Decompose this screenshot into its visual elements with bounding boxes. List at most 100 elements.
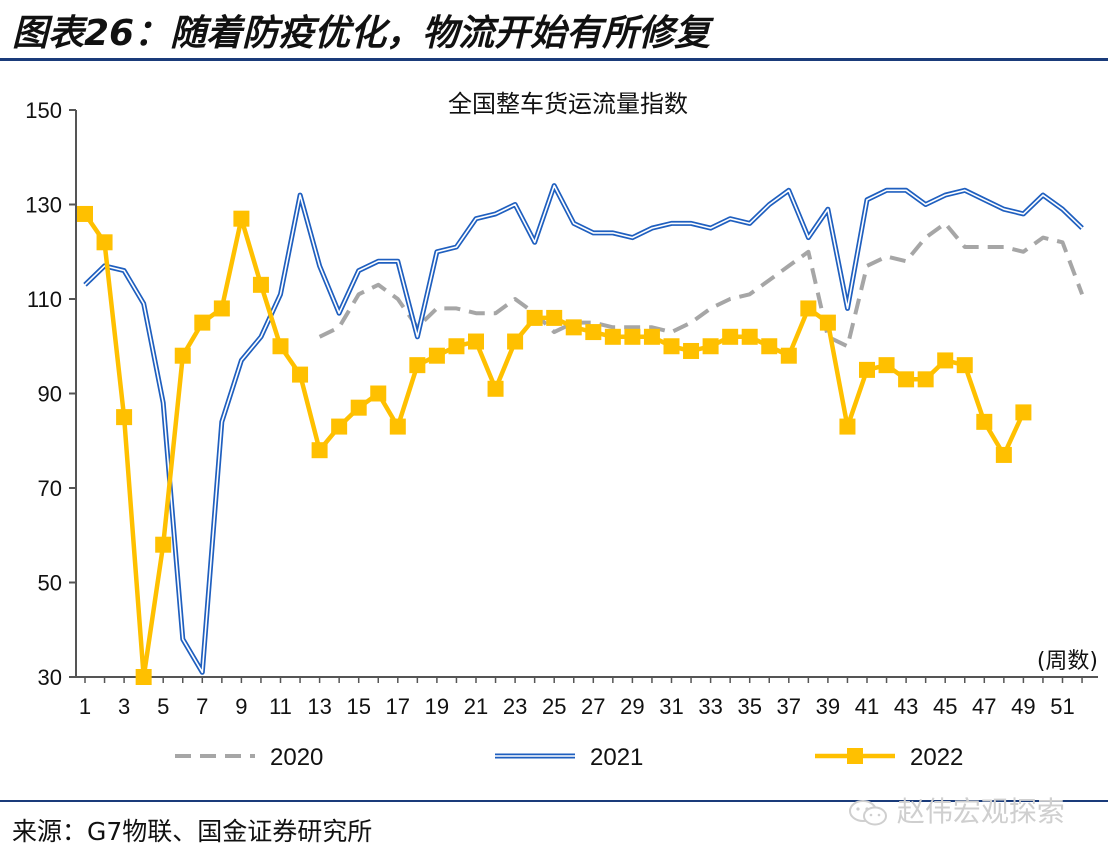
x-tick-label: 21 <box>464 694 488 719</box>
series-2022-point <box>1015 404 1032 421</box>
x-tick-label: 5 <box>157 694 169 719</box>
series-2022-point <box>311 442 328 459</box>
series-2022-point <box>174 347 191 364</box>
series-2022-point <box>878 357 895 374</box>
series-2022-point <box>213 300 230 317</box>
series-2020-line <box>318 221 1084 349</box>
y-tick-label: 70 <box>38 476 62 501</box>
legend-label-2021: 2021 <box>590 744 643 771</box>
x-tick-label: 11 <box>269 694 292 719</box>
x-tick-label: 19 <box>425 694 449 719</box>
y-tick-label: 110 <box>27 287 62 312</box>
series-2022-point <box>292 366 309 383</box>
series-2022-point <box>624 328 641 345</box>
series-2022-point <box>819 314 836 331</box>
series-2022-point <box>859 361 875 378</box>
series-2022-point <box>448 338 465 355</box>
series-2022-point <box>155 536 172 553</box>
series-2022-line <box>83 212 1026 680</box>
series-2022-point <box>780 347 797 364</box>
x-tick-label: 37 <box>777 694 801 719</box>
series-2022-point <box>663 338 680 355</box>
series-2022-point <box>898 371 915 388</box>
x-tick-label: 3 <box>118 694 130 719</box>
series-2022-point <box>526 309 543 326</box>
series-layer <box>77 183 1084 685</box>
series-2022-point <box>468 333 484 350</box>
x-tick-label: 7 <box>196 694 208 719</box>
series-2022-point <box>77 205 93 222</box>
series-2022-point <box>956 357 973 374</box>
legend-marker-2022 <box>847 748 863 764</box>
x-tick-label: 35 <box>737 694 761 719</box>
x-axis-unit-label: (周数) <box>1037 649 1098 674</box>
chart-title: 全国整车货运流量指数 <box>448 90 688 118</box>
x-tick-label: 49 <box>1011 694 1035 719</box>
bottom-divider <box>0 800 1108 802</box>
y-tick-label: 150 <box>25 98 62 123</box>
series-2022-point <box>702 338 719 355</box>
series-2022-point <box>565 319 582 336</box>
y-tick-label: 50 <box>38 571 62 596</box>
series-2022-point <box>389 418 406 435</box>
x-tick-label: 27 <box>581 694 605 719</box>
series-2022-point <box>116 409 133 426</box>
series-2022-point <box>252 276 269 293</box>
x-tick-label: 33 <box>698 694 722 719</box>
series-2022-point <box>546 309 563 326</box>
series-2022-point <box>507 333 524 350</box>
x-tick-label: 15 <box>346 694 370 719</box>
x-tick-label: 23 <box>503 694 527 719</box>
x-tick-label: 39 <box>816 694 840 719</box>
series-2022-point <box>331 418 348 435</box>
series-2022-point <box>917 371 934 388</box>
series-2022-point <box>487 380 504 397</box>
x-tick-label: 1 <box>79 694 91 719</box>
series-2022-point <box>585 324 602 341</box>
series-2022-point <box>741 328 758 345</box>
series-2022-point <box>428 347 445 364</box>
series-2022-point <box>350 399 367 416</box>
series-2022-point <box>96 234 113 251</box>
legend-label-2020: 2020 <box>270 744 323 771</box>
series-2022-point <box>194 314 211 331</box>
x-tick-label: 43 <box>894 694 918 719</box>
legend-label-2022: 2022 <box>910 744 963 771</box>
x-tick-label: 45 <box>933 694 957 719</box>
x-tick-label: 31 <box>659 694 683 719</box>
series-2022-point <box>370 385 387 402</box>
watermark-text: 赵伟宏观探索 <box>896 795 1065 828</box>
wechat-icon <box>849 800 887 826</box>
series-2022-point <box>272 338 289 355</box>
top-divider <box>0 58 1108 61</box>
series-2021-line-inner <box>84 184 1083 674</box>
series-2022-point <box>761 338 778 355</box>
series-2022-point <box>409 357 426 374</box>
figure-title: 图表26：随着防疫优化，物流开始有所修复 <box>12 13 711 54</box>
series-2022-point <box>233 210 250 227</box>
series-2022-point <box>800 300 817 317</box>
series-2022-point <box>839 418 856 435</box>
x-tick-label: 13 <box>307 694 331 719</box>
source-note: 来源：G7物联、国金证券研究所 <box>12 817 373 846</box>
series-2022-point <box>683 342 700 359</box>
watermark: 赵伟宏观探索 <box>848 790 1065 830</box>
x-tick-label: 17 <box>386 694 410 719</box>
series-2022-point <box>604 328 621 345</box>
series-2022-point <box>937 352 954 369</box>
legend: 2020 2021 2022 <box>175 744 963 771</box>
x-tick-label: 9 <box>235 694 247 719</box>
series-2022-point <box>976 413 993 430</box>
x-tick-label: 51 <box>1050 694 1074 719</box>
series-2022-point <box>135 669 152 685</box>
series-2022-point <box>995 446 1012 463</box>
x-tick-label: 29 <box>620 694 644 719</box>
series-2022-point <box>643 328 660 345</box>
x-tick-label: 47 <box>972 694 996 719</box>
y-tick-label: 30 <box>38 665 62 690</box>
y-tick-label: 130 <box>25 193 62 218</box>
y-tick-label: 90 <box>38 382 62 407</box>
x-tick-label: 41 <box>855 694 879 719</box>
series-2022-point <box>722 328 739 345</box>
